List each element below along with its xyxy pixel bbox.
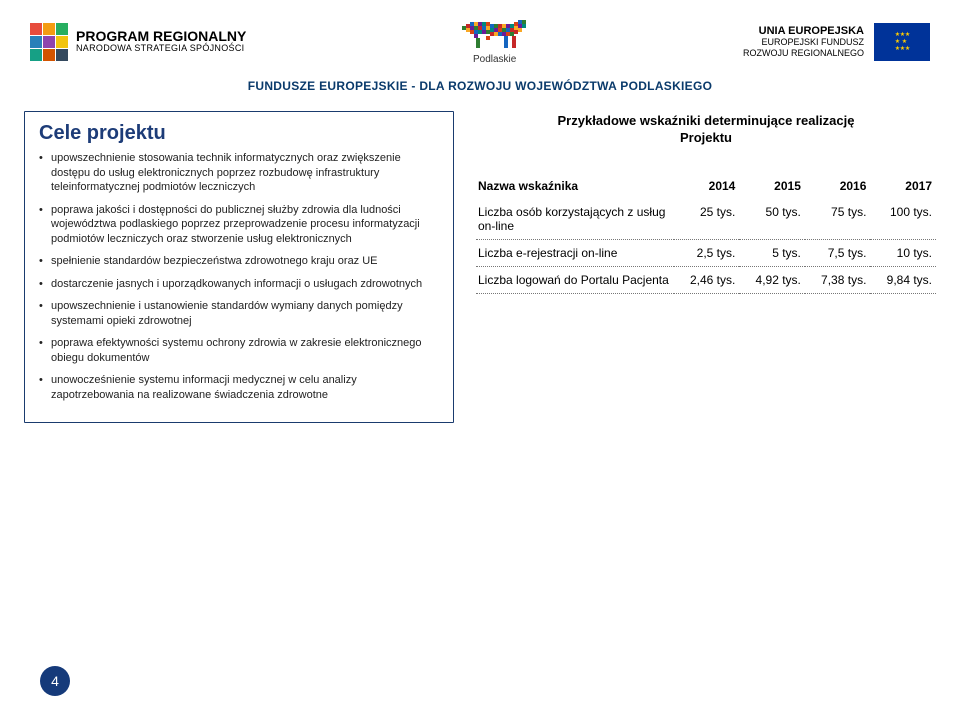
program-title: PROGRAM REGIONALNY: [76, 29, 246, 44]
table-header-row: Nazwa wskaźnika 2014 2015 2016 2017: [476, 177, 936, 199]
table-row: Liczba e-rejestracji on-line 2,5 tys. 5 …: [476, 239, 936, 266]
goals-list: upowszechnienie stosowania technik infor…: [39, 151, 441, 402]
eu-line1: UNIA EUROPEJSKA: [743, 25, 864, 38]
goal-item: upowszechnienie i ustanowienie standardó…: [39, 299, 441, 328]
col-year: 2015: [739, 177, 805, 199]
eu-line3: ROZWOJU REGIONALNEGO: [743, 48, 864, 58]
table-row: Liczba logowań do Portalu Pacjenta 2,46 …: [476, 266, 936, 293]
indicators-table: Nazwa wskaźnika 2014 2015 2016 2017 Licz…: [476, 177, 936, 294]
goal-item: dostarczenie jasnych i uporządkowanych i…: [39, 277, 441, 292]
goals-card: Cele projektu upowszechnienie stosowania…: [24, 111, 454, 423]
col-year: 2016: [805, 177, 871, 199]
goal-item: poprawa jakości i dostępności do publicz…: [39, 203, 441, 247]
indicator-name: Liczba logowań do Portalu Pacjenta: [476, 266, 674, 293]
indicators-title-line1: Przykładowe wskaźniki determinujące real…: [558, 113, 855, 128]
eu-flag-icon: ★ ★ ★★ ★★ ★ ★: [874, 23, 930, 61]
indicator-val: 7,5 tys.: [805, 239, 871, 266]
goal-item: poprawa efektywności systemu ochrony zdr…: [39, 336, 441, 365]
eu-text: UNIA EUROPEJSKA EUROPEJSKI FUNDUSZ ROZWO…: [743, 25, 864, 58]
indicators-title: Przykładowe wskaźniki determinujące real…: [476, 113, 936, 147]
indicator-val: 7,38 tys.: [805, 266, 871, 293]
logo-program-regionalny: PROGRAM REGIONALNY NARODOWA STRATEGIA SP…: [30, 23, 246, 61]
logo-left-text: PROGRAM REGIONALNY NARODOWA STRATEGIA SP…: [76, 29, 246, 54]
indicator-val: 2,46 tys.: [674, 266, 740, 293]
indicator-name: Liczba e-rejestracji on-line: [476, 239, 674, 266]
bison-icon: [456, 18, 534, 52]
indicator-val: 10 tys.: [870, 239, 936, 266]
table-row: Liczba osób korzystających z usług on-li…: [476, 199, 936, 240]
indicators-panel: Przykładowe wskaźniki determinujące real…: [476, 111, 936, 423]
indicator-val: 2,5 tys.: [674, 239, 740, 266]
podlaskie-label: Podlaskie: [473, 54, 516, 65]
logo-eu: UNIA EUROPEJSKA EUROPEJSKI FUNDUSZ ROZWO…: [743, 23, 930, 61]
goals-title: Cele projektu: [39, 122, 441, 145]
indicator-val: 50 tys.: [739, 199, 805, 240]
indicator-name: Liczba osób korzystających z usług on-li…: [476, 199, 674, 240]
page-number-badge: 4: [40, 666, 70, 696]
goal-item: unowocześnienie systemu informacji medyc…: [39, 373, 441, 402]
program-regionalny-mark-icon: [30, 23, 68, 61]
sub-banner: FUNDUSZE EUROPEJSKIE - DLA ROZWOJU WOJEW…: [0, 79, 960, 93]
indicator-val: 4,92 tys.: [739, 266, 805, 293]
goal-item: spełnienie standardów bezpieczeństwa zdr…: [39, 254, 441, 269]
program-subtitle: NARODOWA STRATEGIA SPÓJNOŚCI: [76, 44, 246, 54]
header: PROGRAM REGIONALNY NARODOWA STRATEGIA SP…: [0, 0, 960, 75]
content: Cele projektu upowszechnienie stosowania…: [0, 111, 960, 423]
indicator-val: 25 tys.: [674, 199, 740, 240]
indicators-title-line2: Projektu: [680, 130, 732, 145]
indicator-val: 100 tys.: [870, 199, 936, 240]
goal-item: upowszechnienie stosowania technik infor…: [39, 151, 441, 195]
col-year: 2017: [870, 177, 936, 199]
indicator-val: 75 tys.: [805, 199, 871, 240]
indicator-val: 5 tys.: [739, 239, 805, 266]
col-year: 2014: [674, 177, 740, 199]
eu-line2: EUROPEJSKI FUNDUSZ: [743, 37, 864, 47]
col-name: Nazwa wskaźnika: [476, 177, 674, 199]
logo-podlaskie: Podlaskie: [456, 18, 534, 65]
indicator-val: 9,84 tys.: [870, 266, 936, 293]
